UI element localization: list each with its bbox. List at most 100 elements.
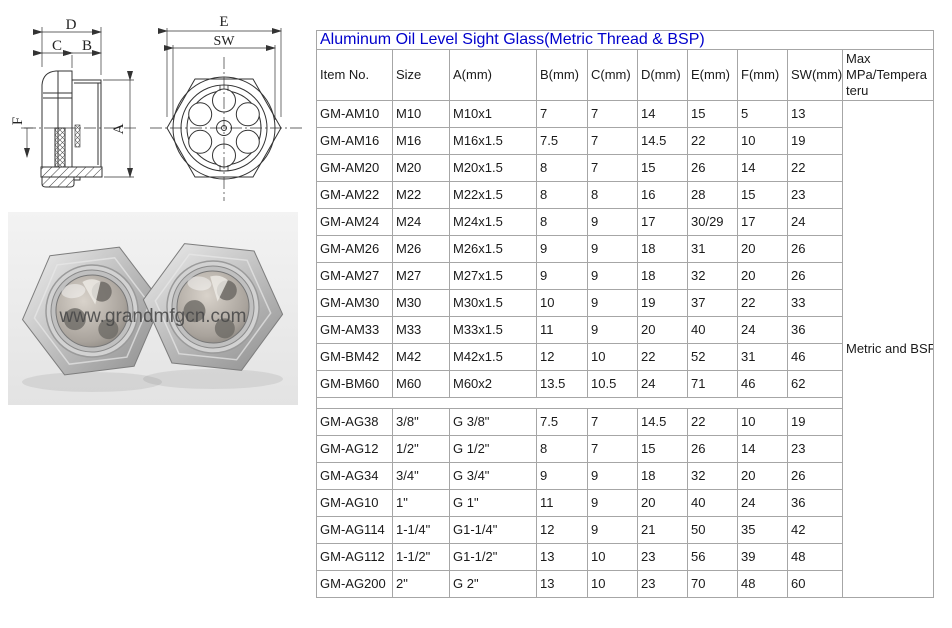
table-cell: 1" <box>392 489 450 517</box>
table-cell: M42 <box>392 343 450 371</box>
dim-label-c: C <box>52 38 62 54</box>
table-cell: M30x1.5 <box>449 289 537 317</box>
table-row: GM-AM33 M33 M33x1.5 11 9 20 40 24 36 <box>316 316 934 344</box>
table-cell: 12 <box>536 516 588 544</box>
table-cell: 36 <box>787 489 843 517</box>
table-cell: 10 <box>587 343 638 371</box>
table-cell: GM-AG114 <box>316 516 393 544</box>
table-cell: 48 <box>787 543 843 571</box>
front-view <box>150 28 302 201</box>
table-cell: 15 <box>637 435 688 463</box>
table-row: GM-AM24 M24 M24x1.5 8 9 17 30/29 17 24 <box>316 208 934 236</box>
table-row: GM-AG112 1-1/2" G1-1/2" 13 10 23 56 39 48 <box>316 543 934 571</box>
table-cell: M20 <box>392 154 450 182</box>
column-header: Item No. <box>316 49 393 101</box>
table-cell: 11 <box>536 489 588 517</box>
table-cell: 3/8" <box>392 408 450 436</box>
table-cell: 18 <box>637 235 688 263</box>
watermark-text: www.grandmfgcn.com <box>59 306 247 327</box>
spacer-row <box>316 397 934 409</box>
product-photo: www.grandmfgcn.com <box>8 212 298 405</box>
table-cell: 8 <box>587 181 638 209</box>
column-header: Size <box>392 49 450 101</box>
table-cell: 8 <box>536 208 588 236</box>
dim-label-e: E <box>219 14 228 30</box>
table-cell: 14 <box>737 435 788 463</box>
dim-label-d: D <box>66 17 77 33</box>
column-header: D(mm) <box>637 49 688 101</box>
dim-label-a: A <box>111 123 127 134</box>
table-cell: 46 <box>737 370 788 398</box>
table-cell: 20 <box>637 316 688 344</box>
table-cell: 10 <box>737 127 788 155</box>
side-view-labels: D C B F A <box>10 17 127 134</box>
table-cell: M60x2 <box>449 370 537 398</box>
dim-label-f: F <box>10 117 26 125</box>
table-cell: GM-AG10 <box>316 489 393 517</box>
table-cell: 19 <box>787 408 843 436</box>
table-row: GM-AG114 1-1/4" G1-1/4" 12 9 21 50 35 42 <box>316 516 934 544</box>
table-cell: 5 <box>737 100 788 128</box>
table-cell: M42x1.5 <box>449 343 537 371</box>
table-cell: GM-AM26 <box>316 235 393 263</box>
table-cell: 2" <box>392 570 450 598</box>
table-cell: 40 <box>687 316 738 344</box>
table-cell: 22 <box>637 343 688 371</box>
table-cell: M27x1.5 <box>449 262 537 290</box>
table-cell: GM-AG112 <box>316 543 393 571</box>
table-cell: 8 <box>536 154 588 182</box>
table-cell: 56 <box>687 543 738 571</box>
table-cell: GM-AM33 <box>316 316 393 344</box>
technical-drawing: D C B F A <box>10 14 302 201</box>
table-cell: 22 <box>737 289 788 317</box>
table-cell: 21 <box>637 516 688 544</box>
table-cell: 24 <box>637 370 688 398</box>
table-cell: 18 <box>637 262 688 290</box>
table-cell: 36 <box>787 316 843 344</box>
table-row: GM-BM60 M60 M60x2 13.5 10.5 24 71 46 62 <box>316 370 934 398</box>
table-cell: GM-AM22 <box>316 181 393 209</box>
spacer-cell <box>316 397 843 409</box>
table-cell: 9 <box>587 262 638 290</box>
table-cell: M22x1.5 <box>449 181 537 209</box>
table-cell: 40 <box>687 489 738 517</box>
table-cell: 32 <box>687 462 738 490</box>
table-cell: 33 <box>787 289 843 317</box>
table-cell: M10x1 <box>449 100 537 128</box>
table-cell: 71 <box>687 370 738 398</box>
table-cell: 23 <box>637 570 688 598</box>
table-cell: 20 <box>737 462 788 490</box>
table-cell: 7 <box>587 100 638 128</box>
table-cell: 11 <box>536 316 588 344</box>
table-cell: 14 <box>737 154 788 182</box>
table-cell: GM-BM60 <box>316 370 393 398</box>
spec-table: Aluminum Oil Level Sight Glass(Metric Th… <box>315 30 935 598</box>
table-cell: 32 <box>687 262 738 290</box>
table-cell: G 3/8" <box>449 408 537 436</box>
column-header: SW(mm) <box>787 49 843 101</box>
table-cell: M24x1.5 <box>449 208 537 236</box>
table-cell: GM-AG200 <box>316 570 393 598</box>
table-cell: 9 <box>587 316 638 344</box>
table-cell: 15 <box>637 154 688 182</box>
table-cell: 35 <box>737 516 788 544</box>
table-cell: 28 <box>687 181 738 209</box>
table-row: GM-AG38 3/8" G 3/8" 7.5 7 14.5 22 10 19 <box>316 408 934 436</box>
table-row: GM-AM27 M27 M27x1.5 9 9 18 32 20 26 <box>316 262 934 290</box>
table-cell: 24 <box>787 208 843 236</box>
table-cell: 10 <box>536 289 588 317</box>
title-row: Aluminum Oil Level Sight Glass(Metric Th… <box>315 30 935 50</box>
table-cell: 70 <box>687 570 738 598</box>
front-view-labels: E SW <box>214 14 236 49</box>
table-cell: 12 <box>536 343 588 371</box>
table-cell: G 3/4" <box>449 462 537 490</box>
table-cell: G1-1/2" <box>449 543 537 571</box>
table-cell: 9 <box>587 462 638 490</box>
table-cell: 23 <box>787 181 843 209</box>
side-view <box>21 27 138 188</box>
table-cell: 22 <box>687 408 738 436</box>
table-row: GM-AG10 1" G 1" 11 9 20 40 24 36 <box>316 489 934 517</box>
table-row: GM-AM22 M22 M22x1.5 8 8 16 28 15 23 <box>316 181 934 209</box>
table-cell: M26x1.5 <box>449 235 537 263</box>
